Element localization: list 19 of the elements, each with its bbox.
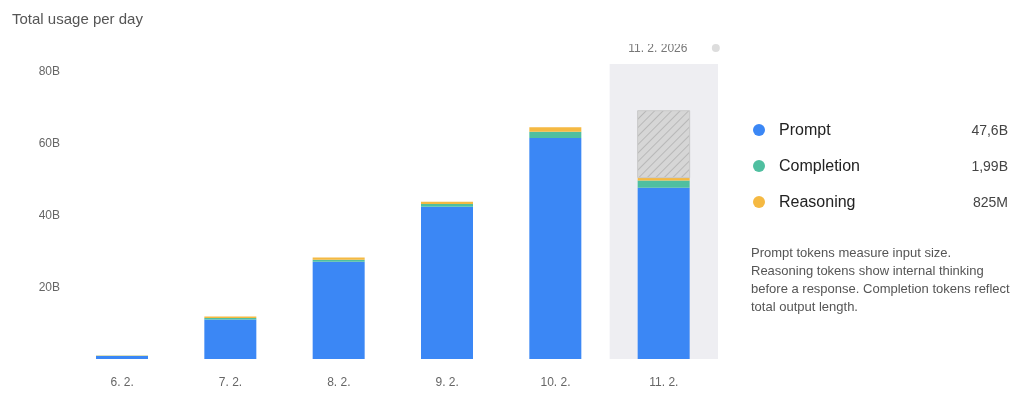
x-tick-label: 9. 2.	[435, 374, 459, 389]
legend-label: Prompt	[779, 121, 832, 139]
y-tick-label: 60B	[38, 136, 60, 151]
x-tick-label: 10. 2.	[540, 374, 571, 389]
x-tick-label: 8. 2.	[327, 374, 351, 389]
text: Prompt tokens measure input size. Reasoning tokens show internal thinking before a response. Completion tokens reflect total output length.	[751, 244, 1011, 316]
chart-title: Total usage per day	[12, 10, 143, 27]
y-tick-label: 40B	[38, 208, 60, 223]
text: 1,99B	[971, 158, 1008, 174]
text: 47,6B	[971, 122, 1008, 138]
y-tick-label: 20B	[38, 280, 60, 295]
legend-label: Reasoning	[779, 193, 857, 211]
text: 825M	[972, 194, 1008, 210]
y-tick-label: 80B	[38, 64, 60, 79]
band-label: 11. 2. 2026	[628, 41, 688, 55]
x-tick-label: 7. 2.	[218, 374, 243, 389]
x-tick-label: 6. 2.	[110, 374, 134, 389]
x-tick-label: 11. 2.	[649, 374, 679, 389]
legend-label: Completion	[779, 157, 861, 175]
